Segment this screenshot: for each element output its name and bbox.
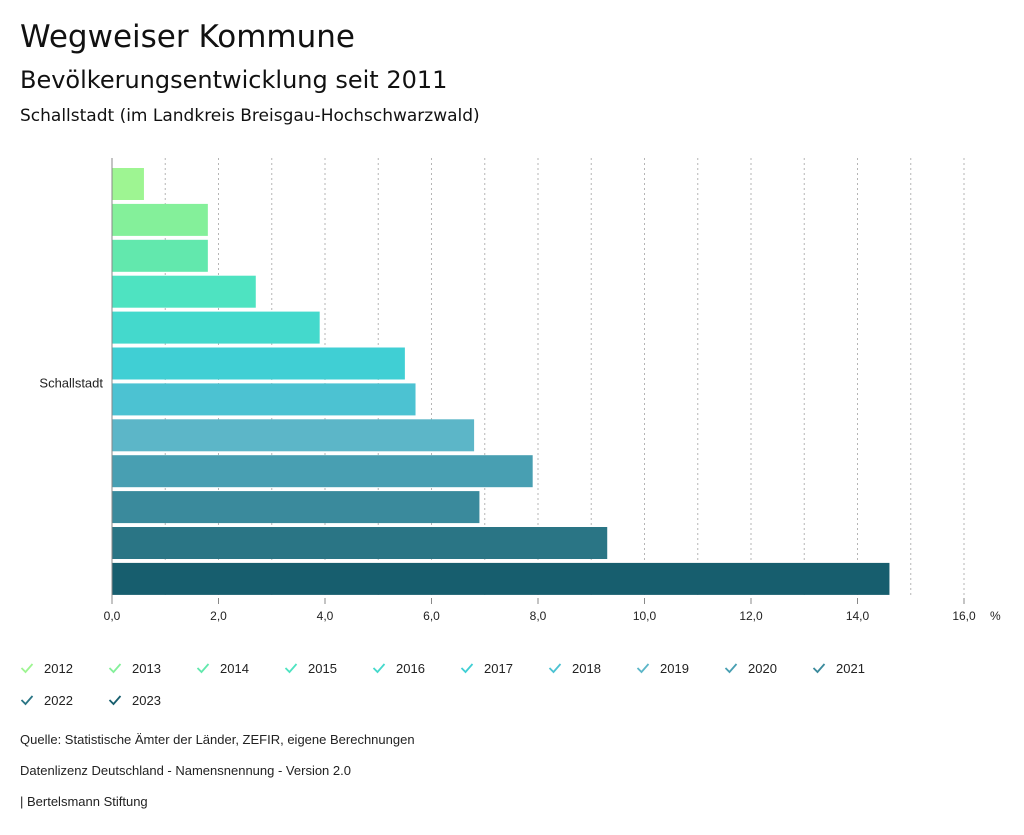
page-title: Wegweiser Kommune	[20, 19, 355, 55]
bar-2014[interactable]	[112, 239, 208, 272]
legend-item-2020[interactable]: 2020	[724, 656, 777, 680]
region-label: Schallstadt (im Landkreis Breisgau-Hochs…	[20, 106, 480, 126]
check-icon	[372, 663, 386, 674]
check-icon	[284, 663, 298, 674]
legend-item-2022[interactable]: 2022	[20, 688, 73, 712]
x-tick-label: 16,0	[952, 609, 976, 623]
check-icon	[812, 663, 826, 674]
legend-label: 2017	[484, 660, 513, 676]
x-unit-label: %	[990, 609, 1001, 623]
bar-2018[interactable]	[112, 383, 416, 416]
bar-2016[interactable]	[112, 311, 320, 344]
x-tick-label: 2,0	[210, 609, 227, 623]
check-icon	[20, 695, 34, 706]
legend-item-2015[interactable]: 2015	[284, 656, 337, 680]
bar-2019[interactable]	[112, 419, 475, 452]
legend-item-2013[interactable]: 2013	[108, 656, 161, 680]
legend-label: 2021	[836, 660, 865, 676]
category-label: Schallstadt	[39, 375, 103, 390]
legend-label: 2022	[44, 692, 73, 708]
legend-item-2019[interactable]: 2019	[636, 656, 689, 680]
bar-2022[interactable]	[112, 527, 608, 559]
x-tick-label: 0,0	[104, 609, 121, 623]
legend-label: 2019	[660, 660, 689, 676]
check-icon	[108, 695, 122, 706]
legend-item-2016[interactable]: 2016	[372, 656, 425, 680]
legend-label: 2013	[132, 660, 161, 676]
check-icon	[636, 663, 650, 674]
bar-2020[interactable]	[112, 455, 533, 488]
source-note: Quelle: Statistische Ämter der Länder, Z…	[20, 732, 415, 747]
legend-label: 2015	[308, 660, 337, 676]
bar-2012[interactable]	[112, 168, 144, 200]
legend-item-2021[interactable]: 2021	[812, 656, 865, 680]
bar-chart: Schallstadt 0,0 2,0 4,0 6,0 8,0 10,0 12,0 14,0 16…	[39, 158, 1001, 623]
check-icon	[108, 663, 122, 674]
legend-label: 2023	[132, 692, 161, 708]
legend-label: 2012	[44, 660, 73, 676]
bar-2021[interactable]	[112, 491, 480, 524]
x-tick-label: 14,0	[846, 609, 870, 623]
legend-label: 2014	[220, 660, 249, 676]
bar-2015[interactable]	[112, 275, 256, 308]
legend-label: 2016	[396, 660, 425, 676]
x-tick-label: 4,0	[317, 609, 334, 623]
legend-label: 2018	[572, 660, 601, 676]
bar-2023[interactable]	[112, 562, 890, 595]
publisher-note: | Bertelsmann Stiftung	[20, 794, 148, 809]
x-tick-label: 12,0	[739, 609, 763, 623]
x-tick-label: 10,0	[633, 609, 657, 623]
legend-item-2018[interactable]: 2018	[548, 656, 601, 680]
bar-2017[interactable]	[112, 347, 405, 380]
chart-subtitle: Bevölkerungsentwicklung seit 2011	[20, 66, 448, 94]
legend-item-2023[interactable]: 2023	[108, 688, 161, 712]
license-note: Datenlizenz Deutschland - Namensnennung …	[20, 763, 351, 778]
legend-item-2017[interactable]: 2017	[460, 656, 513, 680]
check-icon	[724, 663, 738, 674]
check-icon	[548, 663, 562, 674]
legend-item-2012[interactable]: 2012	[20, 656, 73, 680]
check-icon	[20, 663, 34, 674]
x-tick-label: 8,0	[530, 609, 547, 623]
check-icon	[196, 663, 210, 674]
legend-item-2014[interactable]: 2014	[196, 656, 249, 680]
x-tick-label: 6,0	[423, 609, 440, 623]
bar-2013[interactable]	[112, 203, 208, 236]
check-icon	[460, 663, 474, 674]
legend-label: 2020	[748, 660, 777, 676]
